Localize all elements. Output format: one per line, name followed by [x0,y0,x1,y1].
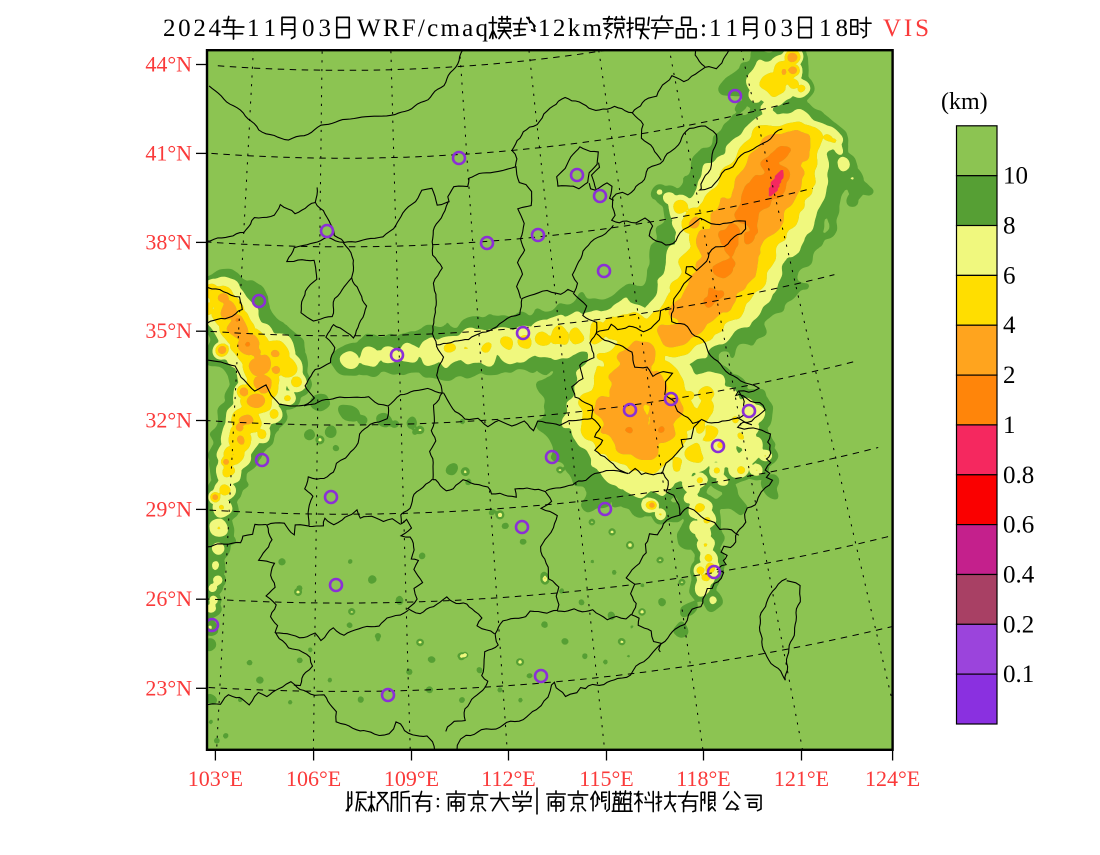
svg-text:2: 2 [1003,362,1016,389]
svg-text:8: 8 [1003,213,1016,240]
svg-text:23°N: 23°N [145,675,192,700]
svg-text:10: 10 [1003,163,1028,190]
svg-text::: : [435,789,441,813]
svg-text:0.8: 0.8 [1003,462,1034,489]
svg-text:118°E: 118°E [676,766,730,791]
svg-text:103°E: 103°E [188,766,243,791]
svg-text:0.2: 0.2 [1003,611,1034,638]
svg-text:12km: 12km [538,15,603,42]
svg-text:26°N: 26°N [145,586,192,611]
svg-text:106°E: 106°E [286,766,341,791]
svg-text:32°N: 32°N [145,408,192,433]
svg-text:(km): (km) [941,89,988,115]
svg-text:115°E: 115°E [579,766,633,791]
svg-text:29°N: 29°N [145,496,192,521]
svg-text::: : [700,15,707,42]
svg-text:38°N: 38°N [145,229,192,254]
svg-text:0.1: 0.1 [1003,661,1034,688]
svg-text:WRF/cmaq: WRF/cmaq [357,15,489,42]
svg-text:124°E: 124°E [865,766,920,791]
svg-text:112°E: 112°E [481,766,535,791]
svg-text:109°E: 109°E [384,766,439,791]
svg-text:41°N: 41°N [145,140,192,165]
svg-text:0.6: 0.6 [1003,512,1034,539]
svg-text:35°N: 35°N [145,318,192,343]
svg-text:VIS: VIS [883,15,929,42]
svg-text:4: 4 [1003,312,1016,339]
svg-text:121°E: 121°E [774,766,829,791]
svg-text:0.4: 0.4 [1003,562,1035,589]
svg-text:1: 1 [1003,412,1016,439]
svg-text:6: 6 [1003,262,1016,289]
svg-text:44°N: 44°N [145,52,192,77]
